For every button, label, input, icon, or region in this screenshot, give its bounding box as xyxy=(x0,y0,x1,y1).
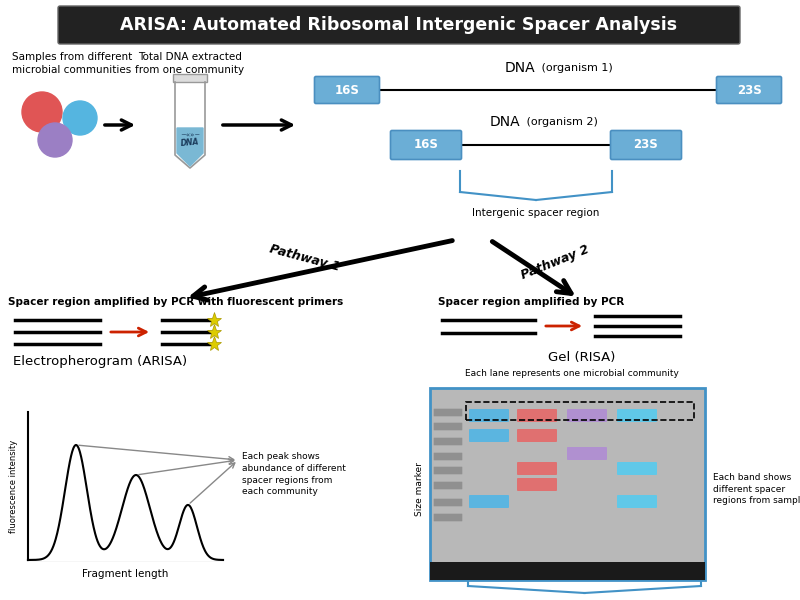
Circle shape xyxy=(38,123,72,157)
FancyBboxPatch shape xyxy=(390,130,462,160)
Text: Pathway 2: Pathway 2 xyxy=(519,242,591,281)
Text: Gel (RISA): Gel (RISA) xyxy=(548,352,616,364)
Text: Each lane represents one microbial community: Each lane represents one microbial commu… xyxy=(465,370,679,379)
Text: DNA: DNA xyxy=(505,61,536,75)
Text: (organism 1): (organism 1) xyxy=(538,63,613,73)
FancyBboxPatch shape xyxy=(434,438,462,445)
Text: Each band shows
different spacer
regions from sample: Each band shows different spacer regions… xyxy=(713,473,800,505)
Text: Samples from different
microbial communities: Samples from different microbial communi… xyxy=(12,52,132,75)
Polygon shape xyxy=(177,128,203,166)
FancyBboxPatch shape xyxy=(434,467,462,474)
Text: Spacer region amplified by PCR: Spacer region amplified by PCR xyxy=(438,297,624,307)
Text: Intergenic spacer region: Intergenic spacer region xyxy=(472,208,600,218)
FancyBboxPatch shape xyxy=(469,429,509,442)
FancyBboxPatch shape xyxy=(517,478,557,491)
FancyBboxPatch shape xyxy=(434,482,462,490)
Text: Total DNA extracted
from one community: Total DNA extracted from one community xyxy=(135,52,245,75)
FancyBboxPatch shape xyxy=(517,429,557,442)
FancyBboxPatch shape xyxy=(567,409,607,422)
Text: ~«»~: ~«»~ xyxy=(180,132,200,138)
FancyBboxPatch shape xyxy=(617,409,657,422)
FancyBboxPatch shape xyxy=(610,130,682,160)
Bar xyxy=(430,562,705,580)
FancyBboxPatch shape xyxy=(173,74,207,82)
FancyBboxPatch shape xyxy=(434,422,462,430)
FancyBboxPatch shape xyxy=(434,499,462,506)
FancyBboxPatch shape xyxy=(717,76,782,103)
Circle shape xyxy=(63,101,97,135)
FancyBboxPatch shape xyxy=(314,76,379,103)
FancyBboxPatch shape xyxy=(617,495,657,508)
Text: 23S: 23S xyxy=(634,139,658,151)
Text: ARISA: Automated Ribosomal Intergenic Spacer Analysis: ARISA: Automated Ribosomal Intergenic Sp… xyxy=(121,16,678,34)
FancyBboxPatch shape xyxy=(617,462,657,475)
Text: Size marker: Size marker xyxy=(415,462,424,516)
Text: Pathway 1: Pathway 1 xyxy=(268,242,342,274)
Bar xyxy=(430,388,705,580)
Text: Fragment length: Fragment length xyxy=(82,569,169,579)
Text: DNA: DNA xyxy=(490,115,521,129)
Text: Electropherogram (ARISA): Electropherogram (ARISA) xyxy=(13,355,187,368)
Text: fluorescence intensity: fluorescence intensity xyxy=(10,439,18,533)
FancyBboxPatch shape xyxy=(517,409,557,422)
FancyBboxPatch shape xyxy=(517,462,557,475)
FancyBboxPatch shape xyxy=(58,6,740,44)
FancyBboxPatch shape xyxy=(434,514,462,521)
FancyBboxPatch shape xyxy=(469,409,509,422)
Text: 16S: 16S xyxy=(334,83,359,97)
Circle shape xyxy=(22,92,62,132)
FancyBboxPatch shape xyxy=(469,495,509,508)
Text: Each peak shows
abundance of different
spacer regions from
each community: Each peak shows abundance of different s… xyxy=(242,452,346,496)
FancyBboxPatch shape xyxy=(434,452,462,460)
FancyBboxPatch shape xyxy=(434,409,462,416)
Text: DNA: DNA xyxy=(180,138,200,148)
Text: (organism 2): (organism 2) xyxy=(523,117,598,127)
FancyBboxPatch shape xyxy=(567,447,607,460)
Text: 23S: 23S xyxy=(737,83,762,97)
Polygon shape xyxy=(175,82,205,168)
Text: 16S: 16S xyxy=(414,139,438,151)
Text: Spacer region amplified by PCR with fluorescent primers: Spacer region amplified by PCR with fluo… xyxy=(8,297,343,307)
